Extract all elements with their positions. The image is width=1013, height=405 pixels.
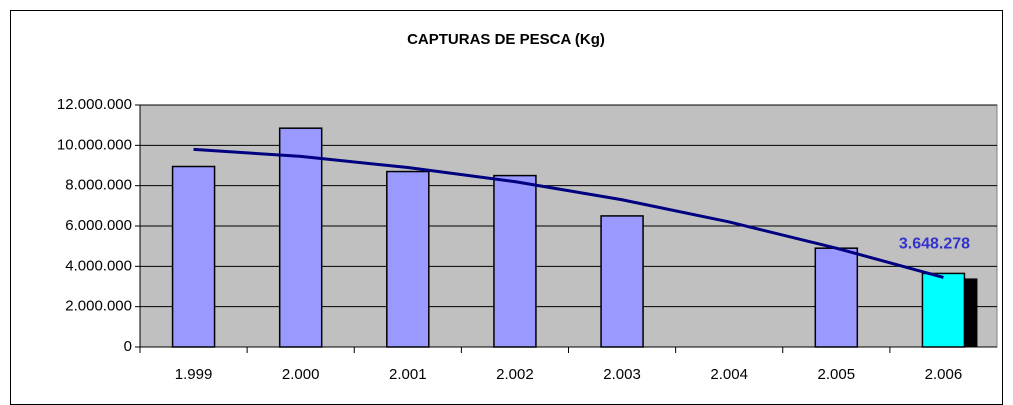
bar	[171, 165, 216, 348]
x-tick-label: 2.003	[603, 366, 641, 383]
data-label: 3.648.278	[899, 236, 970, 253]
y-tick-label: 0	[124, 338, 132, 355]
y-tick-label: 8.000.000	[65, 177, 132, 194]
y-tick-label: 2.000.000	[65, 298, 132, 315]
bar	[814, 247, 859, 348]
bar	[278, 127, 323, 348]
trend-line	[193, 147, 944, 279]
y-tick-label: 10.000.000	[57, 136, 132, 153]
bar	[600, 215, 644, 348]
x-tick-label: 2.002	[496, 366, 534, 383]
x-tick-label: 2.000	[282, 366, 320, 383]
chart-title: CAPTURAS DE PESCA (Kg)	[407, 31, 605, 48]
x-tick-label: 1.999	[175, 366, 213, 383]
bar	[493, 174, 537, 348]
bar	[386, 170, 430, 348]
y-tick-label: 6.000.000	[65, 217, 132, 234]
y-tick-label: 4.000.000	[65, 257, 132, 274]
x-tick-label: 2.005	[818, 366, 856, 383]
bar	[921, 272, 966, 348]
x-tick-label: 2.006	[925, 366, 963, 383]
x-tick-label: 2.001	[389, 366, 427, 383]
x-tick-label: 2.004	[710, 366, 748, 383]
y-tick-label: 12.000.000	[57, 96, 132, 113]
